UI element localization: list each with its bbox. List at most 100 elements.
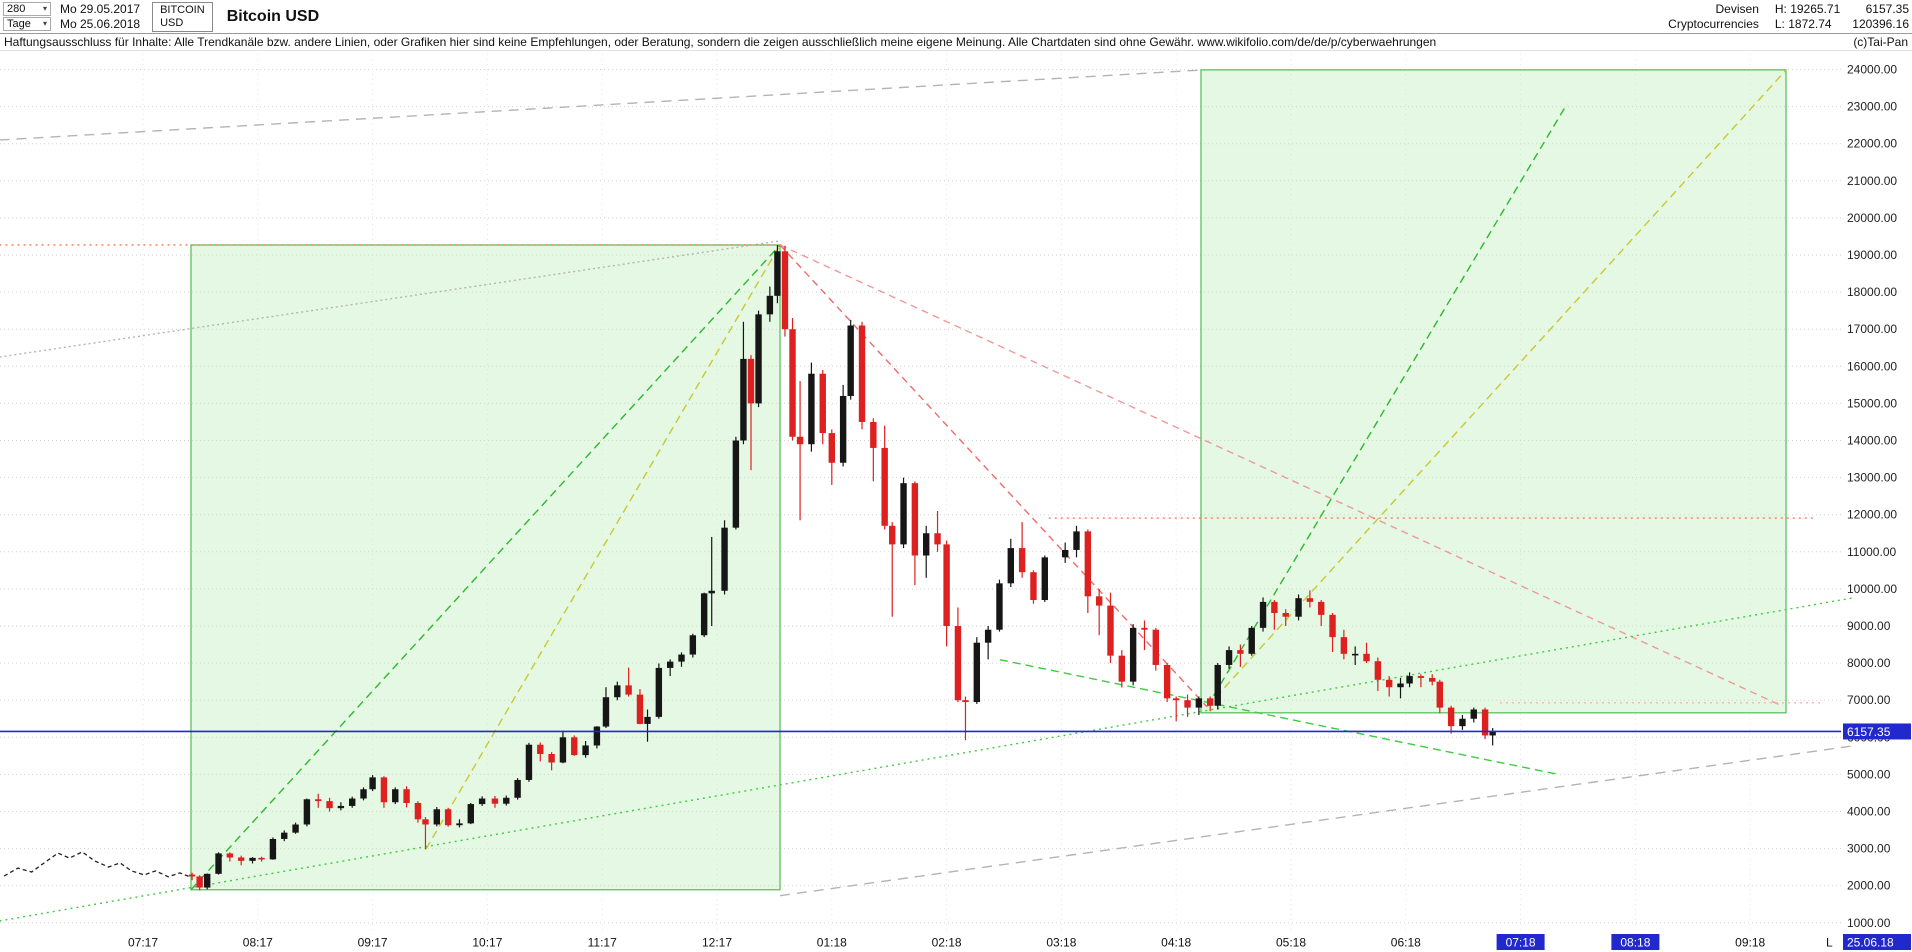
candle-up	[525, 744, 533, 780]
candle-up	[923, 533, 930, 556]
candle-up	[392, 789, 399, 803]
candle-up	[1397, 683, 1404, 688]
candle-down	[1436, 681, 1443, 708]
date-range: Mo 29.05.2017 Mo 25.06.2018	[60, 2, 140, 32]
candle-up	[503, 797, 510, 804]
candle-down	[625, 685, 632, 695]
candle-down	[781, 251, 789, 330]
gray-line-to-peak	[0, 240, 781, 358]
candle-down	[1084, 531, 1092, 597]
candle-up	[847, 325, 854, 396]
high-value: H: 19265.71	[1774, 1, 1841, 16]
candle-down	[1030, 572, 1037, 601]
y-axis-label: 24000.00	[1847, 63, 1897, 77]
candle-up	[1073, 531, 1080, 550]
price-info: 6157.35 120396.16	[1852, 2, 1909, 32]
candle-up	[1007, 548, 1014, 584]
candle-up	[1041, 557, 1048, 601]
candle-down	[237, 857, 245, 861]
period-selector: 280 ▾ Tage ▾	[3, 2, 51, 31]
candle-up	[269, 838, 277, 860]
y-axis-label: 9000.00	[1847, 619, 1891, 633]
y-axis-label: 10000.00	[1847, 582, 1897, 596]
candle-down	[789, 329, 796, 437]
candle-down	[1363, 653, 1370, 662]
candle-up	[808, 373, 815, 445]
y-axis-label: 2000.00	[1847, 879, 1891, 893]
candle-up	[1061, 549, 1069, 558]
candle-up	[369, 777, 376, 790]
period-unit-dropdown[interactable]: Tage ▾	[3, 17, 51, 31]
last-marker-label: L	[1826, 936, 1833, 950]
candle-up	[1259, 601, 1267, 628]
y-axis-label: 13000.00	[1847, 471, 1897, 485]
candle-up	[349, 798, 356, 806]
candle-up	[996, 583, 1003, 630]
candle-down	[1141, 627, 1148, 630]
candle-down	[1118, 655, 1126, 682]
candle-up	[514, 779, 521, 798]
category-info: Devisen Cryptocurrencies	[1668, 2, 1759, 32]
y-axis-label: 3000.00	[1847, 842, 1891, 856]
y-axis-label: 16000.00	[1847, 359, 1897, 373]
candle-down	[380, 777, 388, 803]
candle-up	[708, 590, 715, 594]
candle-down	[858, 325, 866, 422]
y-axis-label: 21000.00	[1847, 174, 1897, 188]
x-axis-label: 10:17	[472, 936, 502, 950]
candle-up	[249, 857, 256, 861]
candle-down	[828, 433, 835, 463]
candle-down	[1018, 548, 1026, 573]
candle-down	[1329, 614, 1336, 638]
candle-up	[602, 697, 610, 727]
symbol-currency: USD	[160, 16, 184, 29]
candle-down	[1095, 596, 1103, 606]
x-axis-label: 06:18	[1391, 936, 1421, 950]
category: Devisen	[1715, 1, 1759, 16]
period-value: 280	[7, 3, 26, 15]
period-value-dropdown[interactable]: 280 ▾	[3, 2, 51, 16]
candle-up	[700, 593, 708, 636]
candle-down	[1374, 661, 1382, 680]
candle-up	[666, 661, 674, 668]
x-axis-label: 04:18	[1161, 936, 1191, 950]
y-axis-label: 11000.00	[1847, 545, 1896, 559]
candle-down	[1163, 664, 1171, 699]
candle-down	[571, 737, 578, 756]
candle-down	[537, 744, 544, 754]
candle-down	[1184, 700, 1191, 708]
candle-down	[934, 533, 941, 545]
symbol-name: BITCOIN	[160, 3, 205, 16]
candle-up	[1129, 627, 1137, 682]
chevron-down-icon: ▾	[42, 4, 47, 13]
candle-up	[755, 314, 762, 404]
candle-up	[478, 798, 486, 805]
y-axis-label: 20000.00	[1847, 211, 1897, 225]
candle-up	[303, 799, 311, 825]
last-date-tag-label: 25.06.18	[1847, 936, 1894, 950]
x-axis-label: 02:18	[932, 936, 962, 950]
candle-down	[1237, 650, 1244, 654]
last-price: 6157.35	[1865, 1, 1909, 16]
candle-down	[226, 853, 234, 858]
y-axis-label: 19000.00	[1847, 248, 1897, 262]
candle-down	[943, 544, 950, 626]
candle-up	[1470, 709, 1477, 719]
candle-up	[292, 824, 299, 833]
candle-up	[1351, 653, 1359, 656]
candle-down	[1447, 707, 1455, 727]
x-axis-label: 08:17	[243, 936, 273, 950]
y-axis-label: 15000.00	[1847, 396, 1897, 410]
candle-up	[1214, 664, 1221, 706]
candle-down	[1271, 601, 1278, 614]
x-axis-label: 12:17	[702, 936, 732, 950]
candle-up	[433, 809, 440, 825]
candle-down	[1173, 698, 1180, 701]
candle-up	[360, 789, 367, 799]
symbol-box[interactable]: BITCOIN USD	[152, 1, 213, 32]
date-to: Mo 25.06.2018	[60, 16, 141, 31]
red-downtrend-steep	[779, 244, 1208, 708]
candle-up	[655, 667, 663, 717]
y-axis-label: 8000.00	[1847, 656, 1891, 670]
